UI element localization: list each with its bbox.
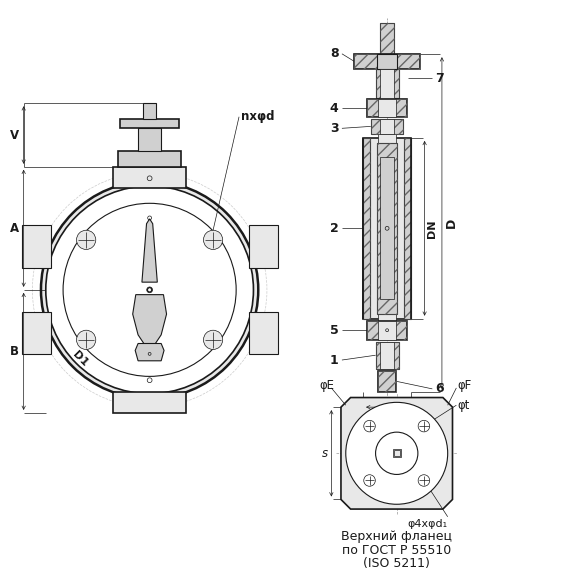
Polygon shape <box>142 219 157 282</box>
Text: nxφd: nxφd <box>241 110 275 123</box>
Circle shape <box>148 288 151 291</box>
Text: 5: 5 <box>330 324 339 337</box>
Bar <box>363 138 370 319</box>
Circle shape <box>418 420 430 432</box>
Text: DN: DN <box>428 219 438 238</box>
Bar <box>380 157 394 299</box>
Text: φt: φt <box>457 399 470 412</box>
Text: φE: φE <box>320 380 335 393</box>
Text: V: V <box>10 129 19 141</box>
Text: по ГОСТ Р 55510: по ГОСТ Р 55510 <box>342 544 451 557</box>
Bar <box>143 103 156 119</box>
Bar <box>363 138 370 319</box>
Bar <box>380 23 394 54</box>
Text: D1: D1 <box>71 349 90 369</box>
Bar <box>377 142 397 314</box>
Text: s: s <box>321 447 328 460</box>
Text: 1: 1 <box>330 353 339 367</box>
Circle shape <box>364 475 375 486</box>
Text: 7: 7 <box>435 72 445 85</box>
Bar <box>376 342 398 369</box>
Bar <box>380 69 394 97</box>
Bar <box>376 69 398 97</box>
Text: 4: 4 <box>330 101 339 115</box>
Text: Верхний фланец: Верхний фланец <box>341 530 452 543</box>
Bar <box>378 320 396 340</box>
Bar <box>378 370 396 392</box>
Bar <box>22 225 51 268</box>
Polygon shape <box>133 295 166 352</box>
Circle shape <box>46 186 254 394</box>
Bar <box>378 134 396 142</box>
Bar <box>378 370 396 392</box>
Circle shape <box>63 203 236 376</box>
Bar <box>380 23 394 54</box>
Text: φF: φF <box>457 380 471 393</box>
Bar <box>367 99 408 117</box>
Bar <box>367 320 408 340</box>
Bar <box>367 320 408 340</box>
Text: 3: 3 <box>330 122 339 135</box>
Bar <box>370 119 404 134</box>
Bar <box>405 138 411 319</box>
Circle shape <box>364 420 375 432</box>
Text: 6: 6 <box>435 382 444 396</box>
Circle shape <box>346 402 447 504</box>
Bar <box>378 314 396 320</box>
Circle shape <box>76 330 96 349</box>
Text: D: D <box>445 218 458 228</box>
Bar <box>249 225 278 268</box>
Bar <box>405 138 411 319</box>
Bar <box>249 312 278 355</box>
Bar <box>376 342 398 369</box>
Bar <box>378 99 396 117</box>
Bar <box>380 119 394 134</box>
Bar <box>355 54 420 69</box>
Bar <box>138 128 161 152</box>
Text: C: C <box>382 413 392 426</box>
Text: φ4xφd₁: φ4xφd₁ <box>408 519 447 529</box>
Bar <box>380 342 394 369</box>
Circle shape <box>41 181 258 398</box>
Polygon shape <box>341 397 453 509</box>
Bar <box>120 119 180 128</box>
Circle shape <box>418 475 430 486</box>
Text: A: A <box>10 222 19 235</box>
Circle shape <box>203 230 223 250</box>
Circle shape <box>376 432 418 474</box>
Bar <box>367 99 408 117</box>
Text: 2: 2 <box>330 222 339 235</box>
Bar <box>22 312 51 355</box>
Bar <box>113 167 186 188</box>
Circle shape <box>76 230 96 250</box>
Bar <box>376 69 398 97</box>
Bar <box>377 54 397 69</box>
Bar <box>363 138 411 319</box>
Text: B: B <box>10 345 19 358</box>
Circle shape <box>146 287 153 293</box>
Bar <box>370 119 404 134</box>
Bar <box>355 54 420 69</box>
Text: (ISO 5211): (ISO 5211) <box>363 557 430 570</box>
Bar <box>118 152 181 167</box>
Polygon shape <box>135 344 164 361</box>
Bar <box>377 142 397 314</box>
Bar <box>113 392 186 413</box>
Bar <box>394 450 400 456</box>
Text: 8: 8 <box>330 47 339 60</box>
Bar <box>393 450 401 457</box>
Circle shape <box>203 330 223 349</box>
